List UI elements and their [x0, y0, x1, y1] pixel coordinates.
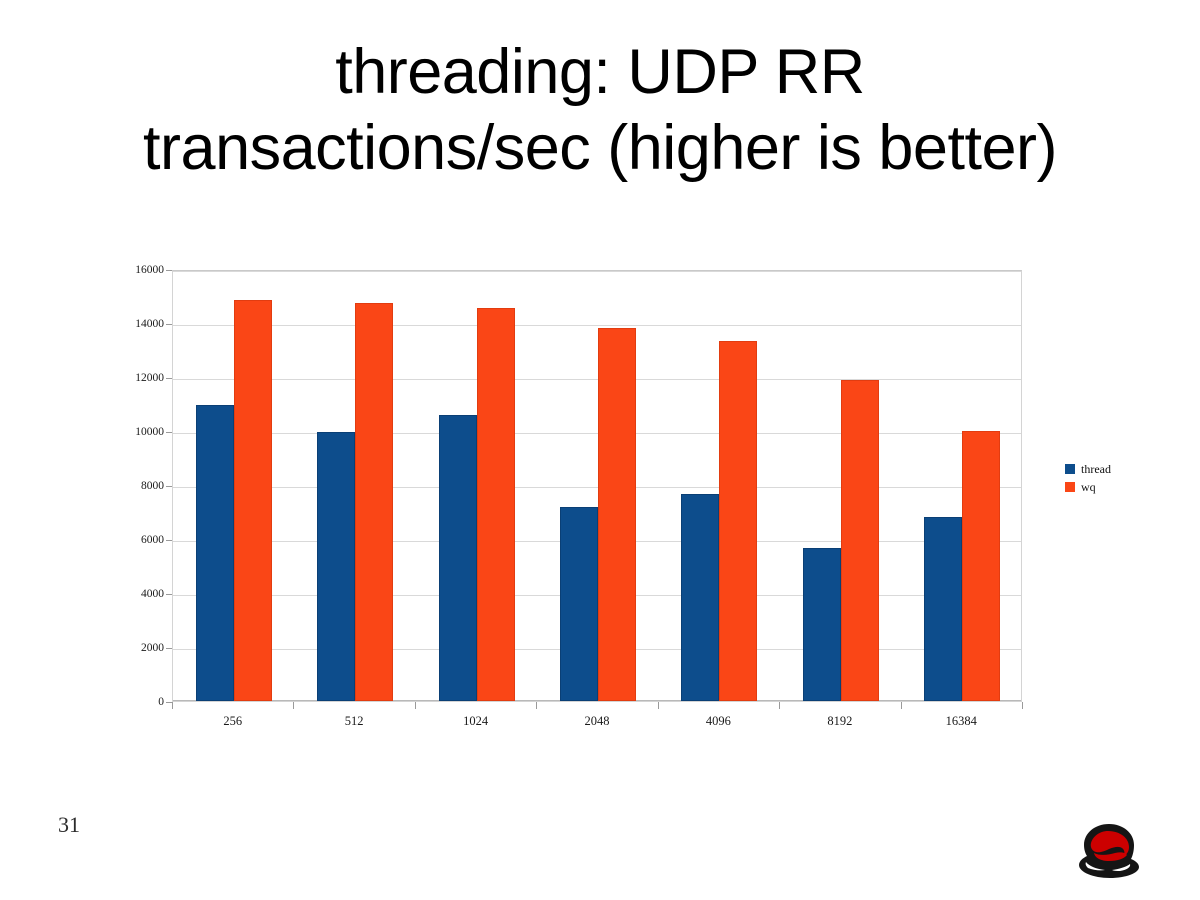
- bar-thread-512: [317, 432, 356, 701]
- y-axis-tick-mark: [166, 648, 172, 649]
- y-axis-tick-mark: [166, 378, 172, 379]
- bar-thread-16384: [924, 517, 963, 701]
- y-axis-tick-mark: [166, 486, 172, 487]
- x-axis-tick-mark: [172, 702, 173, 709]
- bar-group: [924, 271, 1001, 701]
- gridline: [173, 271, 1021, 272]
- x-axis-tick-label: 1024: [463, 714, 489, 728]
- slide-page-number: 31: [58, 812, 80, 837]
- x-axis-tick-mark: [779, 702, 781, 709]
- y-axis-tick-label: 16000: [135, 264, 164, 276]
- y-axis-tick-label: 6000: [141, 534, 164, 546]
- bar-thread-4096: [681, 494, 720, 701]
- x-axis-tick-label: 8192: [827, 714, 853, 728]
- bar-wq-16384: [962, 431, 1001, 701]
- page-title-line-2: transactions/sec (higher is better): [143, 113, 1057, 183]
- x-axis-tick-label: 4096: [705, 714, 731, 728]
- y-axis-tick-mark: [166, 702, 172, 703]
- bar-group: [560, 271, 636, 701]
- chart-legend: thread wq: [1065, 460, 1111, 496]
- bar-thread-256: [195, 404, 234, 701]
- x-axis-tick-mark: [1022, 702, 1023, 709]
- gridline: [173, 325, 1021, 326]
- bar-group: [681, 271, 758, 701]
- y-axis-tick-mark: [166, 540, 172, 541]
- bar-wq-256: [233, 299, 272, 701]
- bar-wq-1024: [476, 308, 515, 701]
- bar-wq-512: [355, 302, 394, 701]
- legend-swatch-icon: [1065, 464, 1075, 474]
- y-axis-tick-label: 4000: [141, 588, 164, 600]
- y-axis-tick-label: 10000: [135, 426, 164, 438]
- legend-swatch-icon: [1065, 482, 1075, 492]
- legend-label: thread: [1081, 461, 1111, 476]
- y-axis-tick-label: 14000: [135, 318, 164, 330]
- bar-thread-1024: [438, 414, 477, 701]
- x-axis-tick-label: 512: [344, 714, 364, 728]
- legend-label: wq: [1081, 479, 1096, 494]
- bar-series-container: [173, 271, 1021, 701]
- bar-chart: 0 2000 4000 6000 8000 10000 12000 14000 16000 25…: [110, 255, 1111, 755]
- plot-area: [172, 270, 1022, 702]
- gridline: [173, 433, 1021, 434]
- y-axis-tick-mark: [166, 594, 172, 595]
- gridline: [173, 379, 1021, 380]
- bar-wq-8192: [840, 379, 879, 701]
- page-title: threading: UDP RR transactions/sec (high…: [0, 34, 1200, 186]
- red-hat-shadowman-logo: [1075, 822, 1143, 880]
- legend-item-wq[interactable]: wq: [1065, 478, 1111, 496]
- bar-thread-2048: [560, 507, 598, 701]
- bar-thread-8192: [802, 548, 841, 701]
- x-axis-tick-label: 16384: [945, 714, 977, 728]
- bar-group: [317, 271, 394, 701]
- x-axis-tick-mark: [900, 702, 902, 709]
- y-axis-tick-mark: [166, 432, 172, 433]
- y-axis-tick-label: 12000: [135, 372, 164, 384]
- bar-group: [438, 271, 515, 701]
- x-axis-tick-mark: [657, 702, 659, 709]
- x-axis-tick-mark: [414, 702, 416, 709]
- bar-group: [802, 271, 879, 701]
- y-axis-tick-label: 2000: [141, 642, 164, 654]
- x-axis-tick-mark: [536, 702, 538, 709]
- gridline: [173, 487, 1021, 488]
- legend-item-thread[interactable]: thread: [1065, 460, 1111, 478]
- y-axis-tick-label: 8000: [141, 480, 164, 492]
- y-axis-tick-label: 0: [158, 696, 164, 708]
- x-axis-tick-label: 2048: [584, 714, 610, 728]
- y-axis-tick-mark: [166, 270, 172, 271]
- page-title-line-1: threading: UDP RR: [335, 37, 865, 107]
- x-axis-tick-mark: [293, 702, 295, 709]
- bar-wq-2048: [598, 328, 636, 701]
- bar-wq-4096: [719, 340, 758, 701]
- y-axis-tick-mark: [166, 324, 172, 325]
- x-axis-tick-label: 256: [223, 714, 243, 728]
- bar-group: [195, 271, 272, 701]
